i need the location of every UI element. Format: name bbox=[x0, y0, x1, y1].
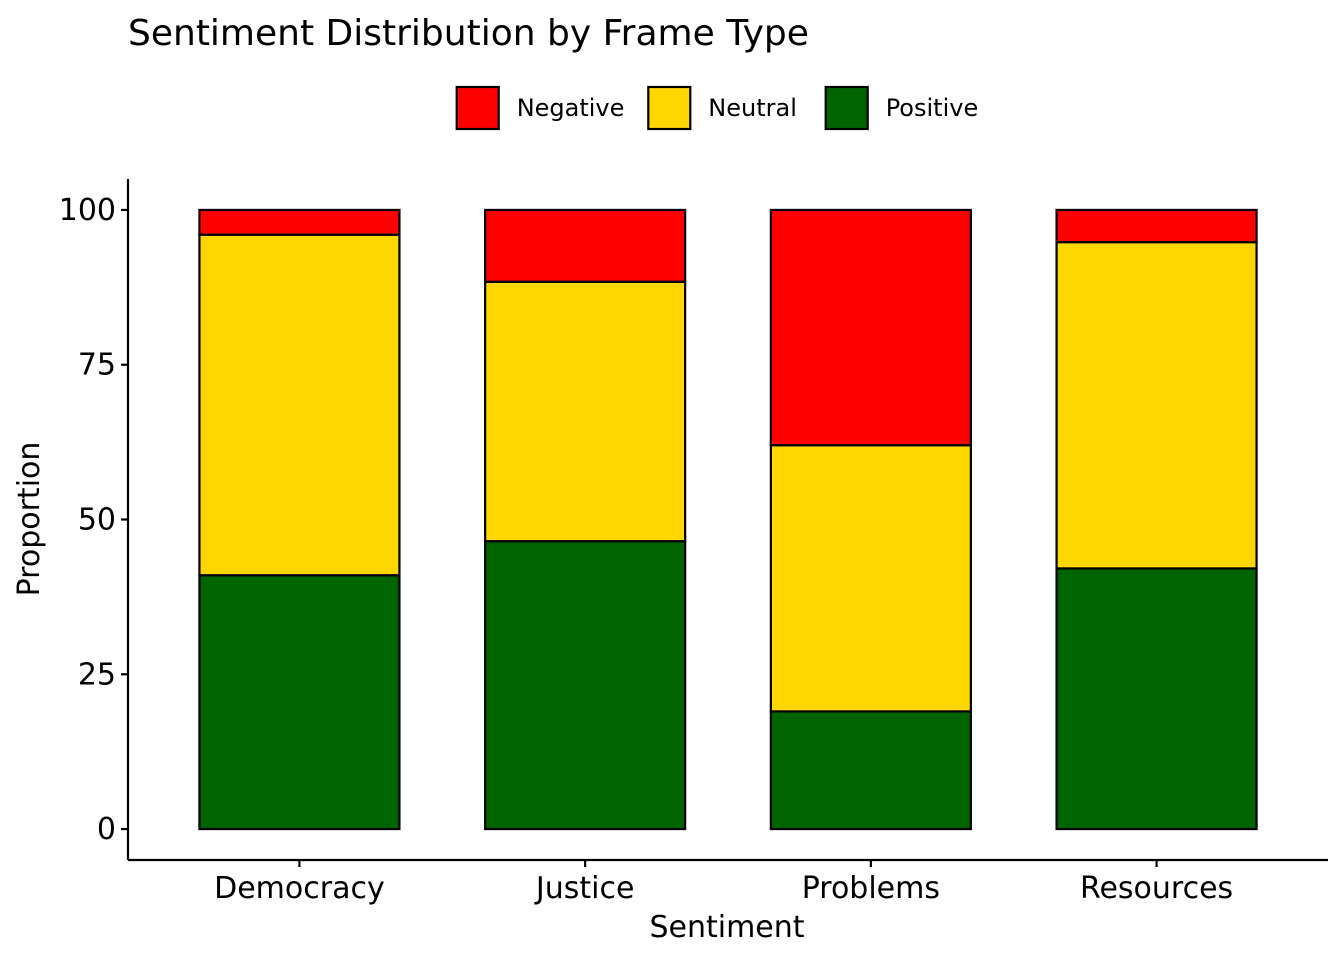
x-tick-label: Democracy bbox=[214, 871, 385, 906]
legend-label-positive: Positive bbox=[886, 94, 979, 122]
y-tick-label: 100 bbox=[59, 193, 116, 228]
bars bbox=[198, 208, 1258, 831]
y-axis: 0 25 50 75 100 bbox=[59, 179, 130, 860]
bar-segment-democracy-positive bbox=[198, 574, 401, 831]
bar-segment-democracy-neutral bbox=[198, 233, 401, 577]
bar-segment-democracy-negative bbox=[198, 208, 401, 236]
bar-segment-resources-neutral bbox=[1055, 241, 1258, 570]
y-tick-label: 50 bbox=[78, 503, 116, 538]
legend-label-negative: Negative bbox=[517, 94, 625, 122]
legend-label-neutral: Neutral bbox=[708, 94, 797, 122]
chart-title: Sentiment Distribution by Frame Type bbox=[128, 13, 809, 54]
x-tick-label: Problems bbox=[802, 871, 940, 906]
bar-segment-justice-negative bbox=[484, 208, 687, 283]
bar-segment-problems-positive bbox=[769, 710, 972, 831]
y-tick-label: 0 bbox=[97, 812, 116, 847]
bar-segment-problems-neutral bbox=[769, 444, 972, 713]
bar-segment-resources-negative bbox=[1055, 208, 1258, 244]
y-tick-label: 25 bbox=[78, 657, 116, 692]
legend: Negative Neutral Positive bbox=[455, 85, 979, 131]
x-tick-label: Resources bbox=[1080, 871, 1233, 906]
y-tick-label: 75 bbox=[78, 348, 116, 383]
legend-key-negative bbox=[455, 85, 500, 131]
bar-segment-justice-neutral bbox=[484, 280, 687, 543]
legend-key-positive bbox=[824, 85, 869, 131]
x-axis: Democracy Justice Problems Resources bbox=[128, 858, 1328, 906]
bar-segment-justice-positive bbox=[484, 540, 687, 831]
legend-key-neutral bbox=[647, 85, 692, 131]
bar-segment-problems-negative bbox=[769, 208, 972, 447]
x-tick-label: Justice bbox=[534, 871, 635, 906]
y-axis-title: Proportion bbox=[12, 442, 47, 597]
x-axis-title: Sentiment bbox=[649, 910, 804, 945]
bar-segment-resources-positive bbox=[1055, 567, 1258, 831]
